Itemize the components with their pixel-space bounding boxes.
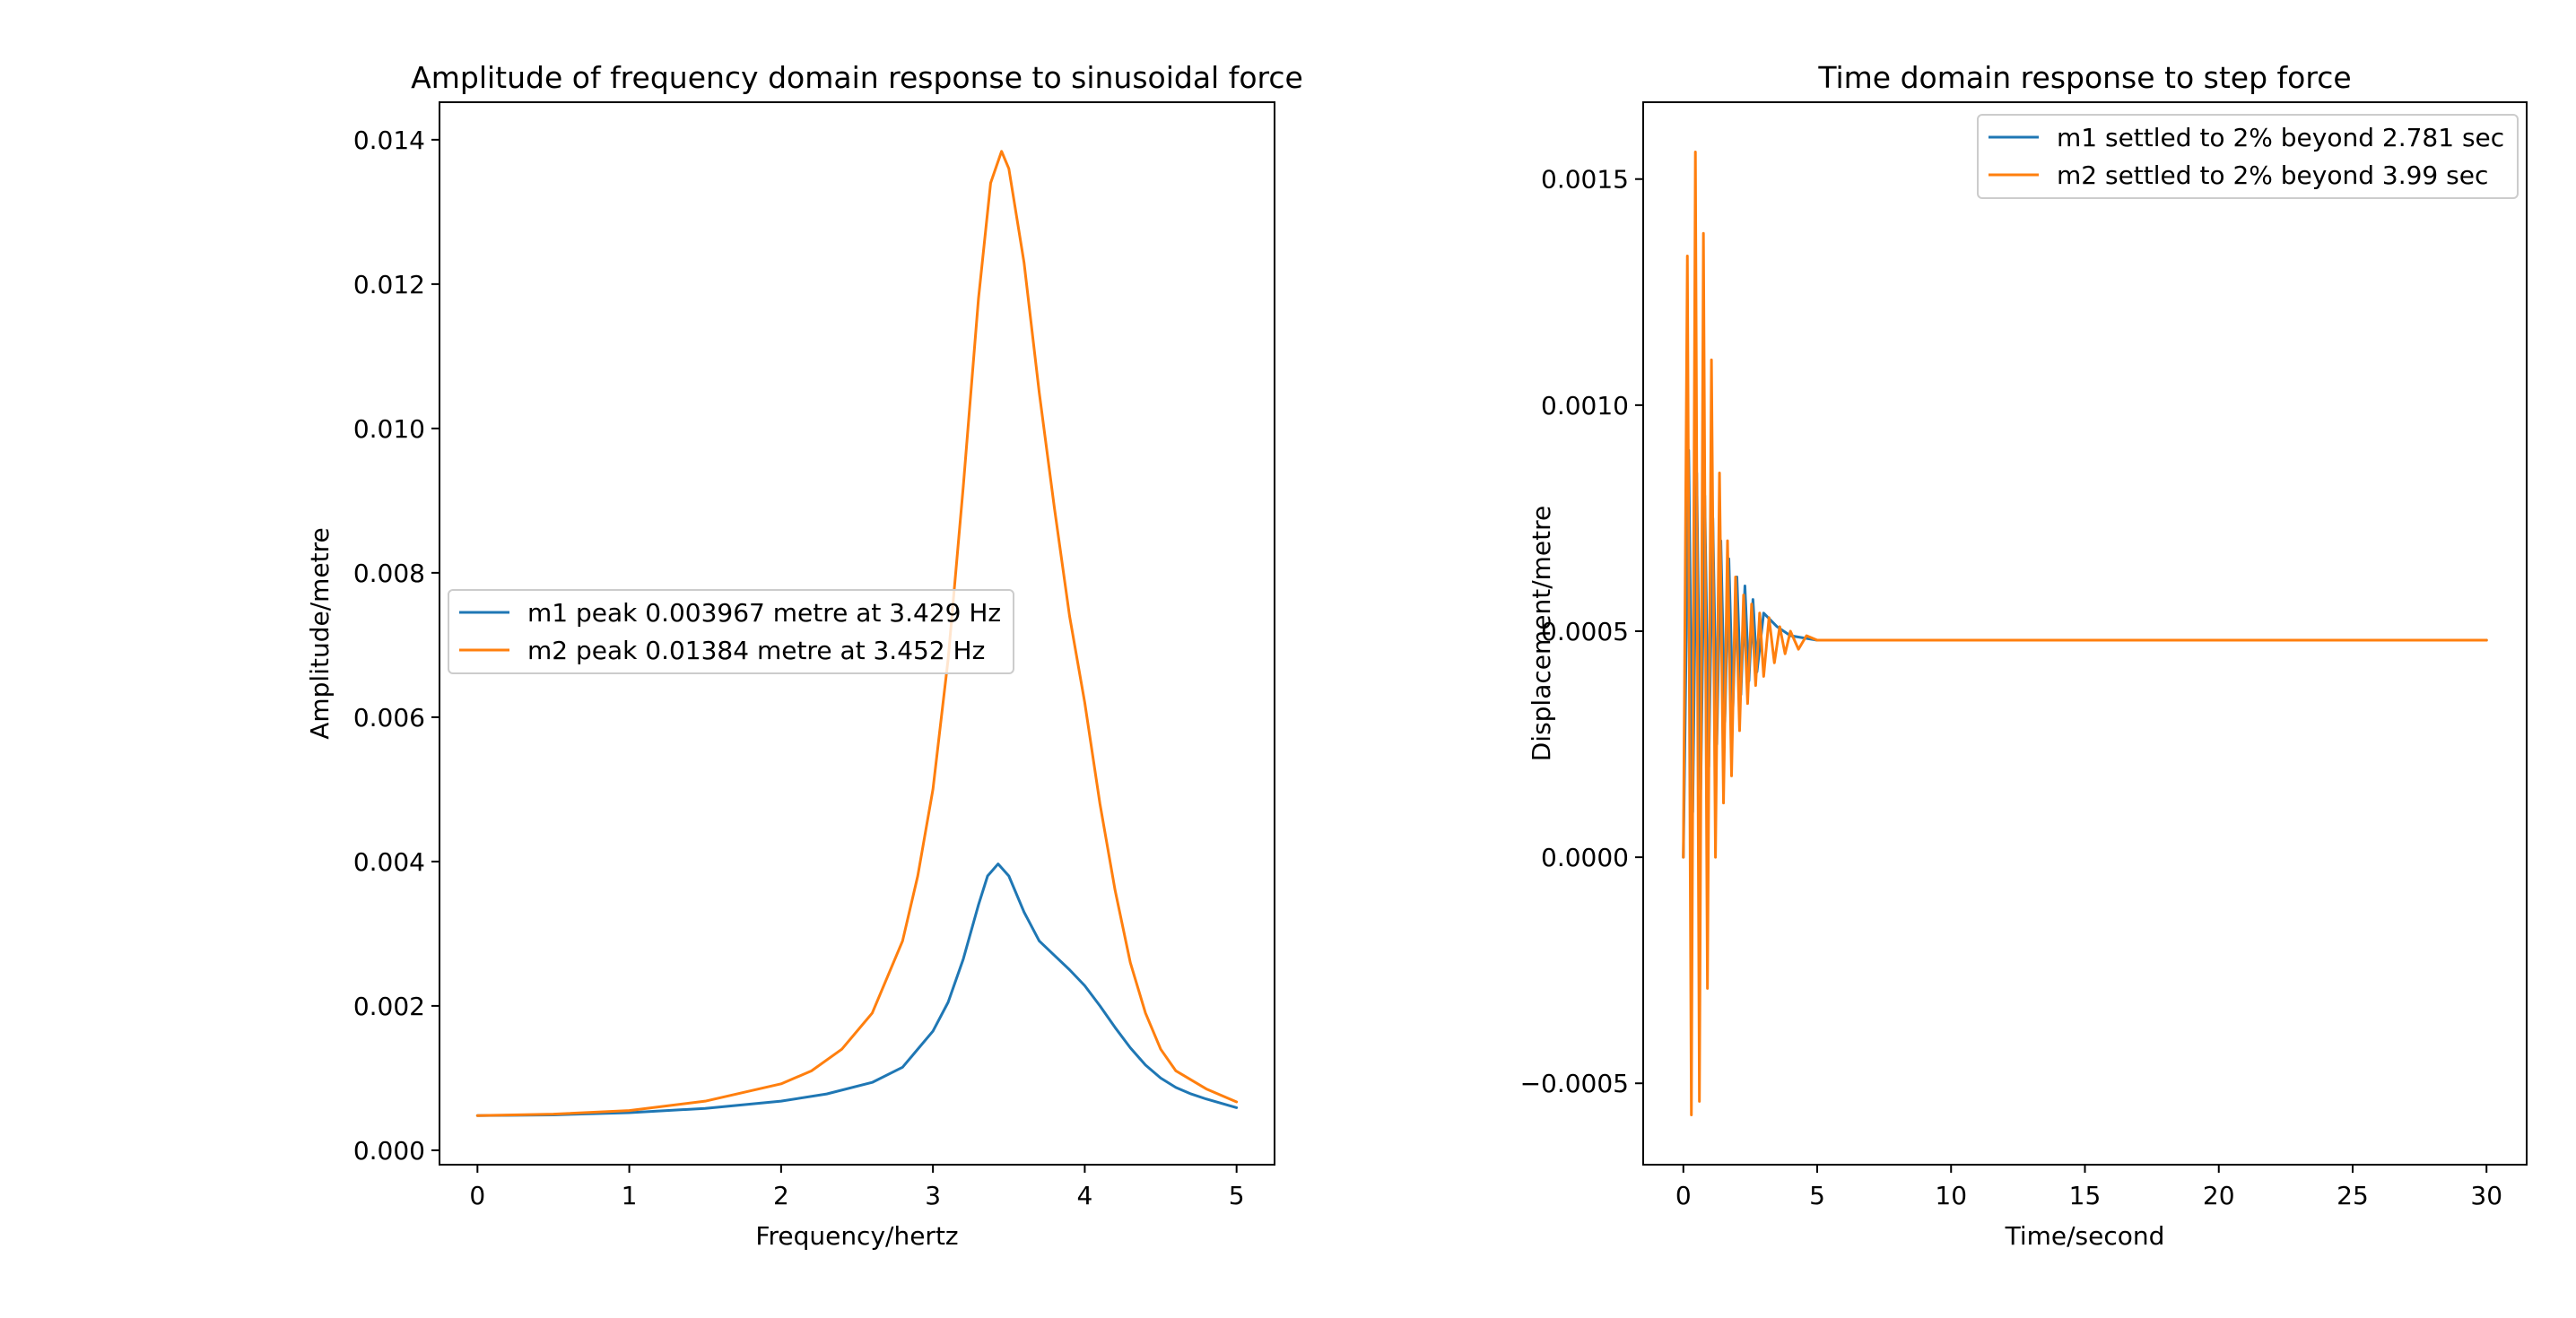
step-response-chart: 0 5 10 15 20 25 30 −0.0005 0.0000 0.0005 0.0010 0.… [1520, 60, 2528, 1251]
step-response-y-axis-label: Displacement/metre [1527, 506, 1556, 762]
y-tick-label: 0.0015 [1541, 165, 1629, 195]
y-tick-label: 0.0005 [1541, 617, 1629, 646]
y-tick-label: 0.010 [353, 414, 425, 444]
x-tick-label: 3 [925, 1181, 941, 1210]
y-tick-label: 0.014 [353, 126, 425, 155]
y-tick-label: 0.012 [353, 270, 425, 299]
step-response-y-ticks: −0.0005 0.0000 0.0005 0.0010 0.0015 [1520, 165, 1643, 1098]
step-response-legend: m1 settled to 2% beyond 2.781 sec m2 set… [1977, 114, 2519, 199]
frequency-response-y-ticks: 0.000 0.002 0.004 0.006 0.008 0.010 0.012 0.014 [353, 126, 439, 1166]
y-tick-label: −0.0005 [1520, 1069, 1629, 1098]
series-line-m1 [475, 863, 1239, 1117]
frequency-response-plot-frame [439, 101, 1275, 1166]
x-tick-label: 30 [2470, 1181, 2502, 1210]
frequency-response-y-axis-label: Amplitude/metre [305, 527, 335, 740]
x-tick-label: 0 [469, 1181, 485, 1210]
x-tick-label: 4 [1076, 1181, 1092, 1210]
legend-entry-m1: m1 settled to 2% beyond 2.781 sec [2057, 123, 2504, 152]
x-tick-label: 20 [2203, 1181, 2235, 1210]
x-tick-label: 15 [2069, 1181, 2102, 1210]
y-tick-label: 0.0010 [1541, 391, 1629, 421]
series-line-m2 [1682, 150, 2488, 1117]
frequency-response-legend-box [448, 589, 1014, 674]
x-tick-label: 10 [1935, 1181, 1967, 1210]
frequency-response-legend: m1 peak 0.003967 metre at 3.429 Hz m2 pe… [448, 589, 1014, 674]
legend-entry-m2: m2 peak 0.01384 metre at 3.452 Hz [527, 636, 985, 665]
step-response-x-ticks: 0 5 10 15 20 25 30 [1675, 1165, 2502, 1210]
step-response-legend-box [1977, 114, 2519, 199]
legend-entry-m1: m1 peak 0.003967 metre at 3.429 Hz [527, 598, 1001, 628]
frequency-response-lines [475, 150, 1239, 1117]
x-tick-label: 0 [1675, 1181, 1692, 1210]
series-line-m2 [475, 150, 1239, 1117]
y-tick-label: 0.004 [353, 847, 425, 877]
frequency-response-title: Amplitude of frequency domain response t… [411, 60, 1303, 95]
frequency-response-x-ticks: 0 1 2 3 4 5 [469, 1165, 1245, 1210]
x-tick-label: 25 [2337, 1181, 2369, 1210]
frequency-response-x-axis-label: Frequency/hertz [755, 1221, 958, 1251]
y-tick-label: 0.008 [353, 559, 425, 588]
y-tick-label: 0.000 [353, 1136, 425, 1166]
legend-entry-m2: m2 settled to 2% beyond 3.99 sec [2057, 160, 2488, 190]
step-response-x-axis-label: Time/second [2005, 1221, 2165, 1251]
step-response-title: Time domain response to step force [1817, 60, 2351, 95]
y-tick-label: 0.002 [353, 992, 425, 1021]
x-tick-label: 2 [773, 1181, 789, 1210]
step-response-lines [1682, 150, 2488, 1117]
x-tick-label: 5 [1229, 1181, 1245, 1210]
y-tick-label: 0.0000 [1541, 843, 1629, 872]
y-tick-label: 0.006 [353, 703, 425, 733]
x-tick-label: 5 [1809, 1181, 1825, 1210]
x-tick-label: 1 [622, 1181, 638, 1210]
